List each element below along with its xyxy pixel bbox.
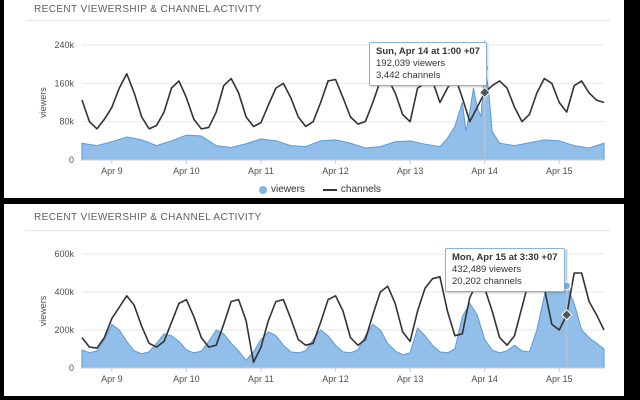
tooltip-viewers: 432,489 viewers — [452, 264, 522, 275]
legend-item-channels[interactable]: channels — [322, 184, 381, 195]
x-tick-label: Apr 15 — [546, 374, 573, 384]
chart-panel-top: RECENT VIEWERSHIP & CHANNEL ACTIVITY 0 80… — [4, 0, 624, 198]
x-tick-label: Apr 10 — [173, 166, 200, 176]
title-divider — [26, 230, 610, 231]
chart-tooltip: Sun, Apr 14 at 1:00 +07 192,039 viewers … — [369, 42, 487, 86]
x-tick-label: Apr 12 — [322, 166, 349, 176]
chart-legend: viewers channels — [259, 184, 393, 195]
panel-title: RECENT VIEWERSHIP & CHANNEL ACTIVITY — [34, 4, 262, 15]
y-tick-label: 240k — [54, 40, 74, 50]
y-tick-label: 0 — [69, 155, 74, 165]
viewership-chart-top[interactable]: 0 80k 160k 240k viewers Apr 9 Apr 10 Apr 11 Apr … — [4, 0, 624, 198]
legend-item-viewers[interactable]: viewers — [259, 184, 305, 195]
y-tick-label: 600k — [54, 249, 74, 259]
channels-swatch — [322, 188, 337, 191]
x-tick-label: Apr 9 — [101, 374, 123, 384]
title-divider — [26, 20, 610, 21]
chart-panel-bottom: RECENT VIEWERSHIP & CHANNEL ACTIVITY 0 20… — [4, 204, 624, 396]
series-area-viewers[interactable] — [81, 67, 605, 161]
chart-tooltip: Mon, Apr 15 at 3:30 +07 432,489 viewers … — [445, 248, 565, 292]
tooltip-channels: 20,202 channels — [452, 276, 522, 287]
tooltip-channels: 3,442 channels — [376, 70, 441, 81]
x-tick-label: Apr 14 — [471, 166, 498, 176]
x-tick-label: Apr 14 — [471, 374, 498, 384]
legend-label-channels: channels — [340, 184, 381, 195]
x-tick-label: Apr 12 — [322, 374, 349, 384]
viewership-chart-bottom[interactable]: 0 200k 400k 600k viewers Apr 9 Apr 10 Apr 11 Apr… — [4, 204, 624, 396]
y-axis-title: viewers — [38, 295, 48, 326]
hover-point-channels[interactable] — [478, 86, 491, 99]
x-tick-label: Apr 13 — [397, 166, 424, 176]
y-tick-label: 400k — [54, 287, 74, 297]
series-line-channels[interactable] — [81, 272, 605, 364]
panel-title: RECENT VIEWERSHIP & CHANNEL ACTIVITY — [34, 212, 262, 223]
x-tick-label: Apr 10 — [173, 374, 200, 384]
tooltip-date: Sun, Apr 14 at 1:00 +07 — [376, 46, 480, 57]
x-tick-label: Apr 13 — [397, 374, 424, 384]
y-axis-title: viewers — [38, 87, 48, 118]
x-tick-label: Apr 15 — [546, 166, 573, 176]
x-tick-label: Apr 9 — [101, 166, 123, 176]
series-line-channels[interactable] — [81, 72, 605, 130]
y-tick-label: 80k — [59, 117, 74, 127]
tooltip-viewers: 192,039 viewers — [376, 58, 446, 69]
y-tick-label: 200k — [54, 325, 74, 335]
viewers-swatch — [259, 185, 267, 194]
y-tick-label: 160k — [54, 78, 74, 88]
y-tick-label: 0 — [69, 363, 74, 373]
series-area-viewers[interactable] — [81, 275, 605, 369]
hover-point-channels[interactable] — [561, 309, 573, 321]
x-tick-label: Apr 11 — [248, 166, 274, 176]
legend-label-viewers: viewers — [271, 184, 305, 195]
x-tick-label: Apr 11 — [248, 374, 274, 384]
tooltip-date: Mon, Apr 15 at 3:30 +07 — [452, 252, 558, 263]
